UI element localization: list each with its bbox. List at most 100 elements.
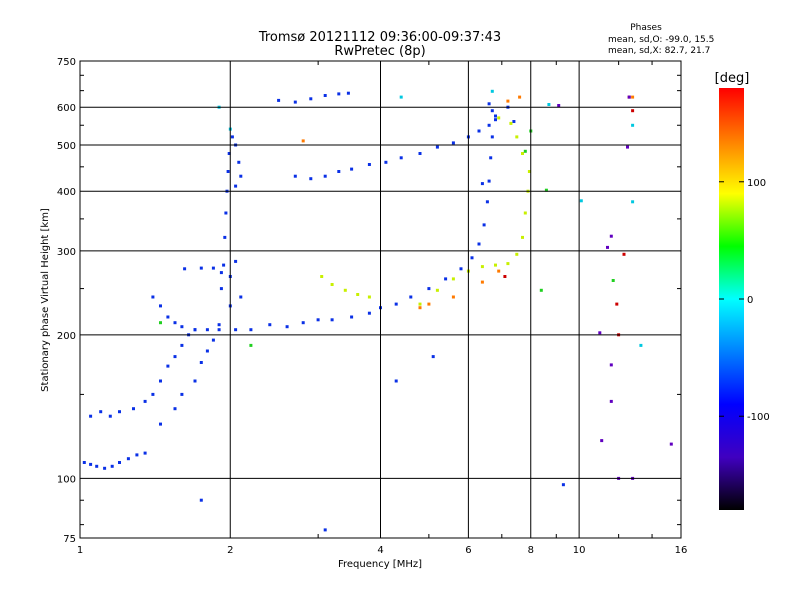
data-point-s0-12	[118, 410, 121, 414]
data-point-s0-31	[159, 304, 162, 308]
y-tick-label: 100	[57, 474, 76, 485]
data-point-s0-18	[173, 355, 177, 359]
data-point-s4-5	[631, 123, 635, 127]
colorbar-label: [deg]	[715, 71, 750, 86]
data-point-s3-0	[503, 275, 507, 278]
data-point-s0-43	[222, 263, 226, 267]
data-point-s0-79	[234, 259, 238, 263]
data-point-s0-26	[199, 361, 203, 364]
data-point-s0-65	[409, 295, 413, 299]
data-point-s0-108	[394, 379, 398, 383]
y-tick-label: 500	[57, 141, 76, 152]
data-point-s0-30	[151, 295, 155, 299]
colorbar-tick-label: 100	[747, 178, 766, 189]
data-point-s3-3	[622, 252, 626, 256]
data-point-s5-6	[611, 279, 615, 282]
data-point-s0-105	[512, 120, 516, 123]
data-point-s6-4	[627, 95, 631, 99]
data-point-s0-84	[350, 167, 354, 171]
x-axis-ticks: 1 2 4 6 8 10 16	[77, 61, 687, 556]
data-point-s0-48	[227, 152, 231, 155]
data-point-s0-75	[490, 135, 494, 139]
data-point-s0-19	[180, 343, 184, 347]
y-tick-label: 300	[57, 247, 76, 258]
data-point-s0-98	[323, 94, 327, 97]
phase-stat-o: mean, sd,O: -99.0, 15.5	[608, 35, 714, 45]
data-point-s0-1	[89, 462, 93, 466]
data-point-s0-57	[285, 325, 289, 329]
data-point-s0-6	[126, 457, 130, 461]
phases-header: Phases	[630, 23, 662, 33]
data-point-s0-107	[323, 528, 327, 532]
data-point-s2-4	[497, 269, 501, 273]
data-point-s5-5	[249, 343, 253, 347]
data-point-s1-2	[343, 288, 347, 292]
data-point-s0-58	[301, 321, 305, 325]
data-point-s0-106	[199, 498, 203, 502]
data-point-s1-13	[521, 235, 524, 239]
data-point-s0-41	[219, 271, 223, 275]
colorbar: [deg] 100 0 -100	[715, 71, 770, 510]
data-point-s0-36	[205, 328, 209, 332]
data-point-s6-5	[609, 399, 613, 403]
data-point-s0-96	[293, 100, 297, 104]
data-point-s6-3	[557, 104, 561, 107]
data-point-s1-4	[367, 295, 371, 299]
data-point-s6-0	[609, 234, 613, 238]
data-point-s3-2	[631, 109, 635, 113]
data-point-s0-66	[427, 287, 431, 291]
data-point-s4-4	[631, 200, 635, 204]
data-point-s0-93	[487, 123, 491, 127]
data-point-s0-0	[82, 461, 86, 464]
data-point-s0-33	[173, 321, 177, 325]
data-point-s0-27	[205, 349, 209, 353]
data-point-s0-85	[367, 163, 371, 166]
data-point-s0-71	[482, 223, 486, 227]
data-point-s3-5	[615, 302, 619, 306]
data-point-s4-1	[490, 89, 494, 93]
data-point-s0-111	[480, 182, 484, 186]
data-point-s0-11	[108, 414, 112, 418]
data-point-s2-3	[480, 280, 484, 284]
data-point-s0-67	[444, 277, 448, 281]
data-point-s0-49	[230, 135, 234, 139]
data-point-s1-20	[497, 116, 501, 120]
data-point-s0-101	[487, 102, 491, 106]
data-point-s0-59	[316, 318, 320, 322]
x-tick-label: 4	[377, 545, 383, 556]
x-tick-label: 8	[528, 545, 534, 556]
data-point-s6-1	[606, 245, 609, 249]
data-point-s0-39	[199, 266, 203, 270]
data-point-s0-80	[293, 174, 297, 178]
data-point-s5-0	[523, 149, 527, 153]
data-point-s0-5	[118, 461, 121, 464]
data-point-s0-22	[159, 422, 162, 426]
data-point-s0-9	[89, 414, 93, 418]
data-point-s0-99	[337, 92, 341, 96]
data-point-s1-7	[451, 277, 455, 281]
data-point-s0-10	[99, 410, 103, 414]
data-point-s0-16	[159, 379, 162, 383]
phase-stat-x: mean, sd,X: 82.7, 21.7	[608, 46, 710, 56]
data-point-s5-3	[539, 288, 543, 292]
data-point-s0-74	[489, 156, 493, 160]
data-point-s2-7	[631, 95, 635, 99]
data-point-s0-64	[394, 302, 398, 306]
data-point-s2-2	[451, 295, 455, 299]
data-point-s0-110	[561, 483, 565, 487]
data-point-s0-92	[477, 129, 481, 133]
data-point-s0-42	[219, 287, 223, 291]
colorbar-tick-label: -100	[747, 412, 770, 423]
data-point-s1-19	[509, 121, 513, 125]
data-point-s1-11	[506, 262, 510, 266]
data-point-s6-6	[600, 439, 604, 443]
data-point-s0-3	[103, 466, 107, 470]
data-point-s0-47	[226, 170, 230, 173]
data-point-s0-95	[277, 98, 281, 102]
data-point-s6-2	[598, 331, 602, 335]
data-point-s4-2	[547, 103, 551, 106]
data-point-s0-70	[477, 242, 481, 246]
data-point-s0-86	[384, 160, 388, 164]
data-point-s0-102	[490, 109, 494, 113]
y-tick-label: 750	[57, 57, 76, 68]
